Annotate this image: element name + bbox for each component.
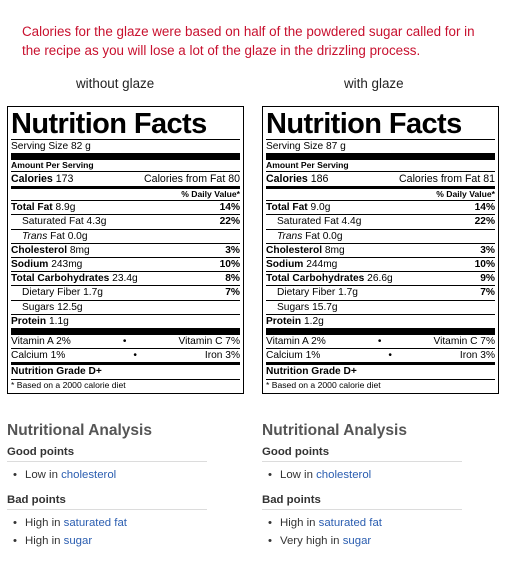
- total-fat-row: Total Fat 9.0g 14%: [266, 200, 495, 214]
- total-fat-row: Total Fat 8.9g 14%: [11, 200, 240, 214]
- amount-per-serving: Amount Per Serving: [266, 153, 495, 171]
- saturated-fat-row: Saturated Fat 4.3g 22%: [11, 214, 240, 228]
- daily-value-header: % Daily Value*: [11, 186, 240, 200]
- protein-row: Protein 1.1g: [11, 313, 240, 328]
- column-label-without-glaze: without glaze: [76, 76, 155, 91]
- list-item: Low in cholesterol: [7, 466, 207, 484]
- sodium-row: Sodium 243mg 10%: [11, 257, 240, 271]
- calories-row: Calories 173 Calories from Fat 80: [11, 171, 240, 186]
- column-label-with-glaze: with glaze: [344, 76, 404, 91]
- analysis-heading: Nutritional Analysis: [7, 422, 152, 439]
- cholesterol-row: Cholesterol 8mg 3%: [11, 242, 240, 256]
- trans-fat-row: Trans Fat 0.0g: [11, 228, 240, 243]
- nutrition-grade: Nutrition Grade D+: [11, 362, 240, 378]
- serving-size-row: Serving Size 87 g: [266, 139, 495, 153]
- saturated-fat-row: Saturated Fat 4.4g 22%: [266, 214, 495, 228]
- nutrition-facts-title: Nutrition Facts: [11, 108, 207, 140]
- list-item: High in saturated fat: [262, 514, 462, 532]
- vitamin-row: Vitamin A 2% • Vitamin C 7%: [11, 328, 240, 348]
- nutritional-analysis-without-glaze: Nutritional Analysis Good points Low in …: [7, 422, 207, 550]
- analysis-heading: Nutritional Analysis: [262, 422, 407, 439]
- nutritional-analysis-with-glaze: Nutritional Analysis Good points Low in …: [262, 422, 462, 550]
- total-carbohydrates-row: Total Carbohydrates 26.6g 9%: [266, 271, 495, 285]
- bad-points-list: High in saturated fat Very high in sugar: [262, 514, 462, 550]
- footnote: * Based on a 2000 calorie diet: [266, 378, 495, 391]
- serving-size-row: Serving Size 82 g: [11, 139, 240, 153]
- sodium-row: Sodium 244mg 10%: [266, 257, 495, 271]
- list-item: Very high in sugar: [262, 532, 462, 550]
- cholesterol-link[interactable]: cholesterol: [61, 469, 117, 481]
- sugars-row: Sugars 15.7g: [266, 299, 495, 314]
- bad-points-heading: Bad points: [262, 494, 462, 510]
- saturated-fat-link[interactable]: saturated fat: [318, 517, 382, 529]
- amount-per-serving: Amount Per Serving: [11, 153, 240, 171]
- saturated-fat-link[interactable]: saturated fat: [63, 517, 127, 529]
- nutrition-label-without-glaze: Nutrition Facts Serving Size 82 g Amount…: [7, 106, 244, 394]
- total-carbohydrates-row: Total Carbohydrates 23.4g 8%: [11, 271, 240, 285]
- good-points-heading: Good points: [262, 446, 462, 462]
- calories-row: Calories 186 Calories from Fat 81: [266, 171, 495, 186]
- sugar-link[interactable]: sugar: [63, 535, 93, 547]
- nutrition-facts-title: Nutrition Facts: [266, 108, 462, 140]
- good-points-heading: Good points: [7, 446, 207, 462]
- mineral-row: Calcium 1% • Iron 3%: [266, 348, 495, 362]
- list-item: High in saturated fat: [7, 514, 207, 532]
- dietary-fiber-row: Dietary Fiber 1.7g 7%: [11, 285, 240, 299]
- good-points-list: Low in cholesterol: [262, 466, 462, 484]
- sugars-row: Sugars 12.5g: [11, 299, 240, 314]
- sugar-link[interactable]: sugar: [342, 535, 372, 547]
- trans-fat-row: Trans Fat 0.0g: [266, 228, 495, 243]
- footnote: * Based on a 2000 calorie diet: [11, 378, 240, 391]
- vitamin-row: Vitamin A 2% • Vitamin C 7%: [266, 328, 495, 348]
- dietary-fiber-row: Dietary Fiber 1.7g 7%: [266, 285, 495, 299]
- protein-row: Protein 1.2g: [266, 313, 495, 328]
- good-points-list: Low in cholesterol: [7, 466, 207, 484]
- bad-points-heading: Bad points: [7, 494, 207, 510]
- mineral-row: Calcium 1% • Iron 3%: [11, 348, 240, 362]
- list-item: High in sugar: [7, 532, 207, 550]
- list-item: Low in cholesterol: [262, 466, 462, 484]
- daily-value-header: % Daily Value*: [266, 186, 495, 200]
- bad-points-list: High in saturated fat High in sugar: [7, 514, 207, 550]
- nutrition-label-with-glaze: Nutrition Facts Serving Size 87 g Amount…: [262, 106, 499, 394]
- glaze-note: Calories for the glaze were based on hal…: [22, 24, 475, 58]
- nutrition-grade: Nutrition Grade D+: [266, 362, 495, 378]
- cholesterol-link[interactable]: cholesterol: [316, 469, 372, 481]
- cholesterol-row: Cholesterol 8mg 3%: [266, 242, 495, 256]
